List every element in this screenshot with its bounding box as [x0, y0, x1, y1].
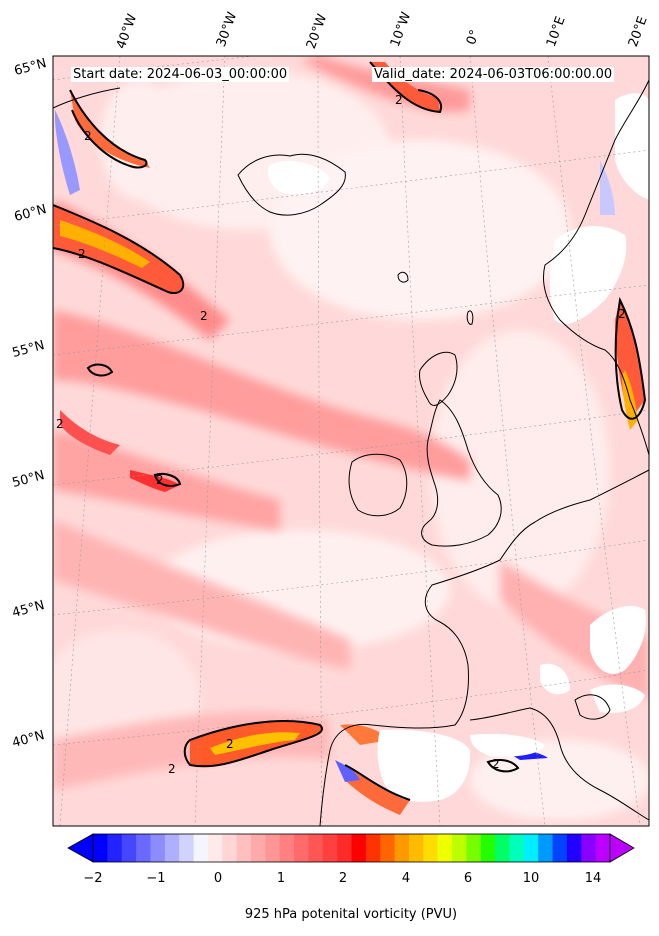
- colorbar-swatch: [538, 834, 554, 862]
- graticule: [53, 56, 649, 826]
- colorbar-swatch: [279, 834, 295, 862]
- contour-label: 2: [168, 762, 176, 776]
- colorbar-swatch: [480, 834, 496, 862]
- colorbar-swatch: [595, 834, 611, 862]
- colorbar-swatch: [452, 834, 467, 862]
- colorbar-swatch: [423, 834, 439, 862]
- colorbar-swatch: [222, 834, 238, 862]
- colorbar-swatch: [523, 834, 539, 862]
- colorbar-swatch: [207, 834, 223, 862]
- coast-shetland: [466, 310, 474, 325]
- contour-label: 2: [492, 757, 500, 771]
- contour-label: 2: [395, 93, 403, 107]
- colorbar-tick: −1: [146, 871, 166, 886]
- colorbar-swatch: [581, 834, 597, 862]
- coast-iceland: [237, 153, 346, 216]
- colorbar-swatch: [380, 834, 396, 862]
- coast-ireland: [348, 453, 408, 517]
- coast-scotland: [419, 351, 458, 406]
- colorbar-swatch: [294, 834, 309, 862]
- colorbar-swatch: [566, 834, 582, 862]
- contour-label: 2: [200, 309, 208, 323]
- colorbar-swatch: [495, 834, 510, 862]
- colorbar-swatch: [552, 834, 568, 862]
- map-panel: 2 2 2 2 2 2 2 2 2 2: [53, 56, 649, 826]
- contour-labels: 2 2 2 2 2 2 2 2 2 2: [56, 93, 626, 776]
- coast-faroe: [397, 271, 409, 283]
- contour-label: 2: [78, 247, 86, 261]
- colorbar-swatch: [365, 834, 381, 862]
- colorbar-tick: 2: [338, 871, 348, 886]
- coast-continental-europe: [319, 469, 649, 826]
- colorbar-swatch: [164, 834, 180, 862]
- contour-label: 2: [618, 307, 626, 321]
- high-pv-features: [53, 62, 645, 815]
- valid-date-label: Valid_date: 2024-06-03T06:00:00.00: [372, 67, 615, 82]
- colorbar-tick: 0: [213, 871, 223, 886]
- colorbar-swatch: [193, 834, 209, 862]
- coast-mediterranean: [469, 707, 649, 821]
- colorbar-swatch: [351, 834, 367, 862]
- masked-terrain: [268, 93, 649, 802]
- colorbar-tick: 6: [463, 871, 473, 886]
- contour-label: 2: [56, 417, 64, 431]
- colorbar-swatch: [250, 834, 266, 862]
- colorbar-swatch: [150, 834, 166, 862]
- colorbar-tick: 4: [401, 871, 411, 886]
- contour-label: 2: [226, 737, 234, 751]
- colorbar-tick: 10: [522, 871, 540, 886]
- contour-label: 2: [84, 129, 92, 143]
- coast-italy-corsica: [574, 694, 611, 720]
- map-frame: [52, 55, 650, 827]
- colorbar-frame: [92, 833, 611, 863]
- colorbar-swatch: [93, 834, 108, 862]
- colorbar-swatch: [337, 834, 352, 862]
- colorbar-swatch: [107, 834, 123, 862]
- colorbar-extend-min: [67, 833, 94, 863]
- colorbar-tick: −2: [83, 871, 103, 886]
- colorbar-tick: 14: [584, 871, 602, 886]
- colorbar-extend-max: [609, 833, 635, 863]
- colorbar-swatch: [322, 834, 338, 862]
- colorbar-swatch: [121, 834, 137, 862]
- colorbar-swatch: [179, 834, 195, 862]
- colorbar-swatch: [408, 834, 424, 862]
- coast-norway: [543, 79, 649, 456]
- contour-label: 2: [156, 473, 164, 487]
- colorbar: [67, 833, 635, 863]
- colorbar-swatch: [136, 834, 151, 862]
- colorbar-label: 925 hPa potenital vorticity (PVU): [244, 907, 458, 922]
- colorbar-swatch: [236, 834, 252, 862]
- colorbar-tick: 1: [276, 871, 286, 886]
- coast-greenland: [53, 87, 121, 109]
- colorbar-swatch: [509, 834, 525, 862]
- colorbar-swatch: [437, 834, 453, 862]
- colorbar-swatch: [394, 834, 410, 862]
- coastlines: [53, 79, 649, 826]
- colorbar-swatch: [466, 834, 482, 862]
- start-date-label: Start date: 2024-06-03_00:00:00: [71, 67, 290, 82]
- colorbar-swatch: [265, 834, 281, 862]
- coast-great-britain: [421, 399, 502, 547]
- colorbar-swatch: [308, 834, 324, 862]
